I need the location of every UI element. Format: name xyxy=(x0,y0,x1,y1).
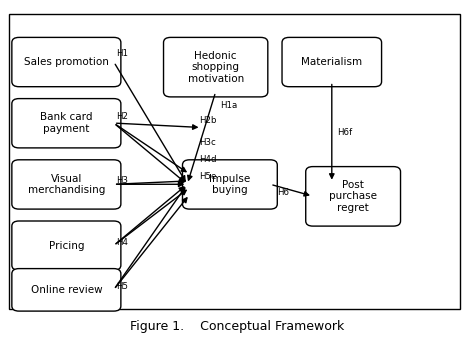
Text: Pricing: Pricing xyxy=(49,241,84,251)
Text: Online review: Online review xyxy=(30,285,102,295)
FancyBboxPatch shape xyxy=(164,37,268,97)
Text: H1: H1 xyxy=(116,49,128,58)
Text: H3: H3 xyxy=(116,176,128,185)
FancyBboxPatch shape xyxy=(182,160,277,209)
Text: H4: H4 xyxy=(116,238,128,246)
FancyBboxPatch shape xyxy=(12,37,121,87)
Text: H3c: H3c xyxy=(199,138,216,147)
Text: Impulse
buying: Impulse buying xyxy=(209,174,251,195)
Text: Post
purchase
regret: Post purchase regret xyxy=(329,180,377,213)
FancyBboxPatch shape xyxy=(12,269,121,311)
FancyBboxPatch shape xyxy=(306,167,401,226)
Text: H6f: H6f xyxy=(337,128,353,137)
FancyBboxPatch shape xyxy=(12,160,121,209)
Text: Visual
merchandising: Visual merchandising xyxy=(27,174,105,195)
Text: H4d: H4d xyxy=(199,155,217,164)
Text: H1a: H1a xyxy=(220,101,237,110)
Text: Sales promotion: Sales promotion xyxy=(24,57,109,67)
Text: Bank card
payment: Bank card payment xyxy=(40,113,92,134)
Text: H5e: H5e xyxy=(199,172,217,181)
Text: H2b: H2b xyxy=(199,116,217,125)
FancyBboxPatch shape xyxy=(9,14,460,309)
Text: Hedonic
shopping
motivation: Hedonic shopping motivation xyxy=(188,51,244,84)
Text: H5: H5 xyxy=(116,282,128,291)
Text: H2: H2 xyxy=(116,113,128,121)
FancyBboxPatch shape xyxy=(282,37,382,87)
Text: H6: H6 xyxy=(277,188,289,197)
FancyBboxPatch shape xyxy=(12,99,121,148)
Text: Figure 1.    Conceptual Framework: Figure 1. Conceptual Framework xyxy=(130,320,344,333)
Text: Materialism: Materialism xyxy=(301,57,362,67)
FancyBboxPatch shape xyxy=(12,221,121,270)
